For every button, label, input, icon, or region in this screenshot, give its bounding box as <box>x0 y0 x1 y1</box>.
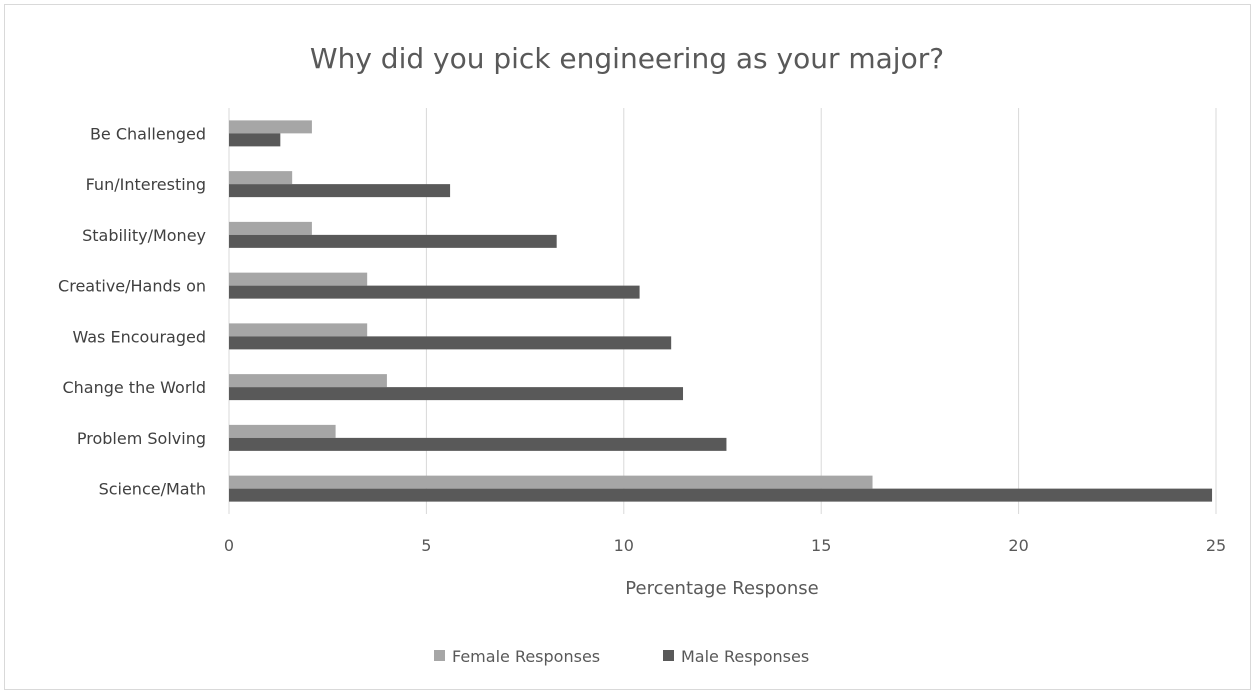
x-tick-label: 20 <box>1008 536 1028 555</box>
category-labels: Be Challenged Fun/Interesting Stability/Mo… <box>58 124 206 498</box>
x-axis-title: Percentage Response <box>625 578 818 599</box>
legend-swatch <box>434 650 445 661</box>
legend-label: Male Responses <box>681 647 809 666</box>
chart-title: Why did you pick engineering as your maj… <box>310 42 944 75</box>
gridlines <box>228 108 1217 514</box>
x-tick-label: 10 <box>614 536 634 555</box>
category-label: Creative/Hands on <box>58 277 206 296</box>
legend-label: Female Responses <box>452 647 600 666</box>
bar-female <box>229 424 336 438</box>
x-tick-label: 25 <box>1206 536 1226 555</box>
category-label: Stability/Money <box>82 226 206 245</box>
category-label: Problem Solving <box>77 429 206 448</box>
bar-male <box>229 285 640 299</box>
category-label: Science/Math <box>99 480 206 499</box>
x-tick-label: 15 <box>811 536 831 555</box>
bar-male <box>229 133 281 147</box>
category-label: Change the World <box>62 378 206 397</box>
bar-female <box>229 323 368 337</box>
x-tick-label: 0 <box>224 536 234 555</box>
bar-male <box>229 234 557 248</box>
x-tick-labels: 0 5 10 15 20 25 <box>224 536 1226 555</box>
bar-male <box>229 184 451 198</box>
bar-male <box>229 387 684 401</box>
bar-female <box>229 171 293 185</box>
bars <box>229 120 1213 502</box>
legend-swatch <box>663 650 674 661</box>
bar-female <box>229 475 873 489</box>
bar-female <box>229 272 368 286</box>
category-label: Be Challenged <box>90 124 206 143</box>
bar-female <box>229 221 312 235</box>
category-label: Was Encouraged <box>72 327 206 346</box>
legend: Female Responses Male Responses <box>434 647 809 666</box>
bar-male <box>229 336 672 350</box>
bar-male <box>229 437 727 451</box>
category-label: Fun/Interesting <box>86 175 206 194</box>
x-tick-label: 5 <box>421 536 431 555</box>
bar-female <box>229 374 387 388</box>
bar-male <box>229 488 1213 502</box>
bar-female <box>229 120 312 134</box>
